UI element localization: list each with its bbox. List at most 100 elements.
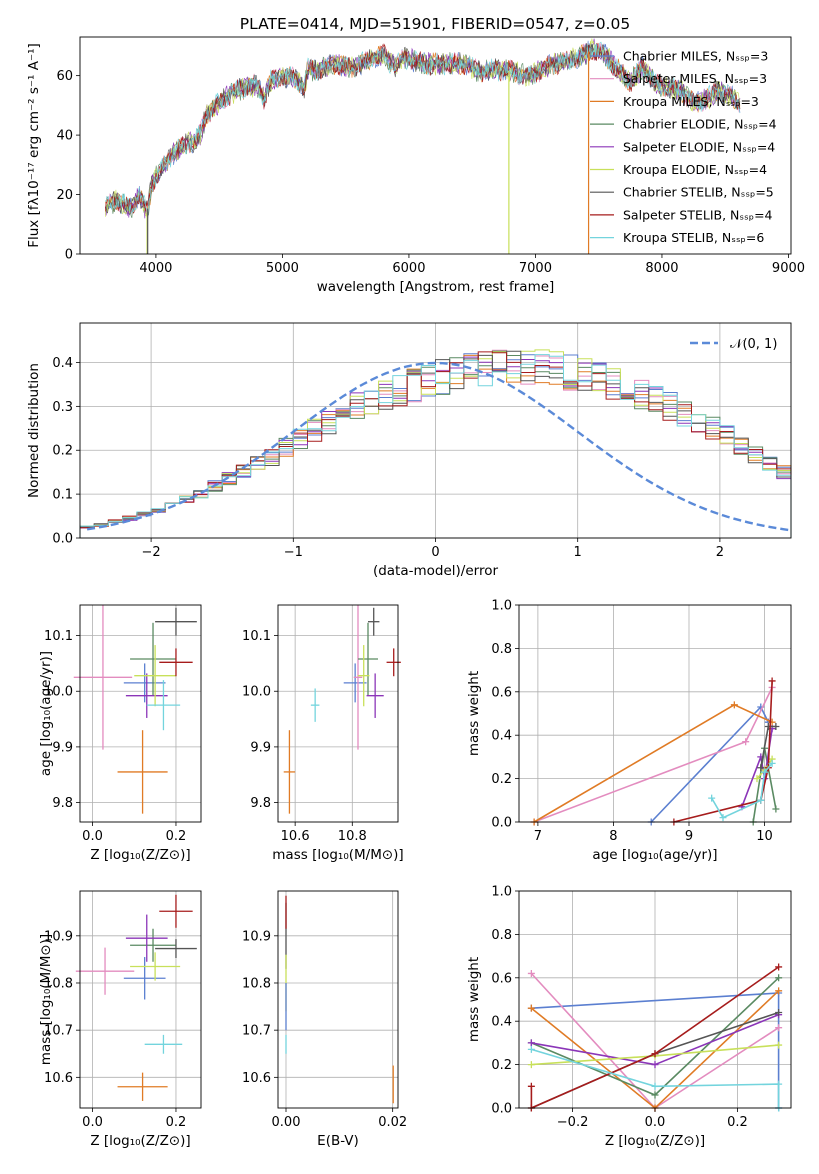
y-tick-label: 0.8 bbox=[491, 642, 512, 657]
legend-entry: Salpeter ELODIE, Nₛₛₚ=4 bbox=[623, 139, 775, 154]
y-tick-label: 9.9 bbox=[250, 740, 271, 755]
x-tick-label: 0.0 bbox=[82, 829, 103, 844]
mass-weight-line-7 bbox=[673, 680, 773, 823]
mass-weight-marker bbox=[772, 723, 780, 731]
y-tick-label: 0.2 bbox=[52, 444, 73, 459]
panel-1: −2 −1 0 1 2 0.0 0.1 0.2 0.3 0.4 (data-model)/error… bbox=[26, 322, 792, 579]
x-tick-label: 10 bbox=[756, 829, 773, 844]
data-point bbox=[366, 673, 384, 718]
legend-entry: Kroupa MILES, Nₛₛₚ=3 bbox=[623, 94, 759, 109]
y-tick-label: 10.8 bbox=[44, 976, 73, 991]
data-point bbox=[353, 605, 363, 750]
x-tick-label: 9 bbox=[685, 829, 693, 844]
data-point bbox=[159, 894, 193, 928]
x-axis-label: Z [log₁₀(Z/Z⊙)] bbox=[90, 1133, 190, 1149]
y-axis-label: age [log₁₀(age/yr)] bbox=[38, 651, 54, 776]
x-tick-label: −2 bbox=[142, 545, 161, 560]
y-axis-label: mass [log₁₀(M/M⊙)] bbox=[38, 934, 54, 1065]
x-tick-label: 4000 bbox=[139, 261, 172, 276]
mass-weight-marker bbox=[527, 1061, 535, 1069]
y-tick-label: 10.1 bbox=[44, 629, 73, 644]
mass-weight-marker bbox=[651, 1050, 659, 1058]
y-tick-label: 9.9 bbox=[52, 740, 73, 755]
data-point bbox=[343, 663, 367, 703]
x-tick-label: 8 bbox=[609, 829, 617, 844]
x-tick-label: 0.02 bbox=[378, 1115, 407, 1130]
x-axis-label: Z [log₁₀(Z/Z⊙)] bbox=[90, 847, 190, 863]
x-tick-label: 2 bbox=[716, 545, 724, 560]
data-point bbox=[125, 914, 168, 962]
panel-5: 0.0 0.2 10.6 10.7 10.8 10.9 Z [log₁₀(Z/Z⊙)] mas… bbox=[38, 890, 202, 1149]
y-tick-label: 0.6 bbox=[491, 971, 512, 986]
data-point bbox=[310, 688, 320, 722]
y-tick-label: 0.3 bbox=[52, 400, 73, 415]
mass-weight-marker bbox=[761, 768, 769, 776]
mass-weight-marker bbox=[775, 987, 783, 995]
y-tick-label: 10.0 bbox=[44, 685, 73, 700]
x-tick-label: 10.8 bbox=[338, 829, 367, 844]
mass-weight-marker bbox=[768, 759, 776, 767]
mass-weight-marker bbox=[775, 1024, 783, 1032]
x-axis-label: (data-model)/error bbox=[373, 563, 499, 579]
mass-weight-marker bbox=[730, 701, 738, 709]
y-tick-label: 10.6 bbox=[44, 1071, 73, 1086]
y-axis-label: mass weight bbox=[466, 671, 482, 756]
x-axis-label: age [log₁₀(age/yr)] bbox=[592, 847, 717, 863]
mass-weight-marker bbox=[757, 796, 765, 804]
x-tick-label: 8000 bbox=[645, 261, 678, 276]
legend-entry: Chabrier MILES, Nₛₛₚ=3 bbox=[623, 49, 768, 64]
axes-frame bbox=[277, 890, 399, 1109]
y-tick-label: 20 bbox=[56, 188, 73, 203]
data-point bbox=[73, 605, 133, 750]
mass-weight-line-7 bbox=[530, 966, 780, 1110]
mass-weight-marker bbox=[527, 1082, 535, 1090]
mass-weight-marker bbox=[753, 775, 761, 783]
data-point bbox=[130, 928, 176, 962]
legend-entry: 𝒩(0, 1) bbox=[730, 337, 777, 352]
y-tick-label: 10.0 bbox=[242, 685, 271, 700]
panel-6: 0.00 0.02 10.6 10.7 10.8 10.9 E(B-V) bbox=[242, 890, 407, 1149]
panel-4: 7 8 9 10 0.0 0.2 0.4 0.6 0.8 1.0 age [log₁₀(age/yr… bbox=[466, 599, 792, 863]
data-point bbox=[75, 947, 135, 995]
x-tick-label: 7000 bbox=[519, 261, 552, 276]
y-tick-label: 1.0 bbox=[491, 599, 512, 614]
y-tick-label: 1.0 bbox=[491, 885, 512, 900]
y-tick-label: 10.6 bbox=[242, 1071, 271, 1086]
mass-weight-marker bbox=[768, 677, 776, 685]
data-point bbox=[155, 607, 197, 636]
mass-weight-marker bbox=[708, 794, 716, 802]
mass-weight-marker bbox=[527, 1004, 535, 1012]
y-tick-label: 60 bbox=[56, 69, 73, 84]
x-axis-label: Z [log₁₀(Z/Z⊙)] bbox=[605, 1133, 705, 1149]
panel-2: 0.0 0.2 9.8 9.9 10.0 10.1 Z [log₁₀(Z/Z⊙)] age [… bbox=[38, 604, 202, 863]
mass-weight-line-8 bbox=[531, 1048, 780, 1108]
mass-weight-marker bbox=[775, 1009, 783, 1017]
y-tick-label: 9.8 bbox=[52, 796, 73, 811]
y-tick-label: 10.1 bbox=[242, 629, 271, 644]
y-tick-label: 0.0 bbox=[491, 1102, 512, 1117]
x-tick-label: 0.2 bbox=[727, 1115, 748, 1130]
data-point bbox=[117, 730, 168, 814]
data-point bbox=[155, 939, 197, 958]
y-tick-label: 0.2 bbox=[491, 772, 512, 787]
y-tick-label: 10.7 bbox=[44, 1024, 73, 1039]
mass-weight-marker bbox=[775, 1041, 783, 1049]
data-point bbox=[358, 645, 370, 707]
axes-frame bbox=[79, 36, 792, 255]
y-tick-label: 0.2 bbox=[491, 1058, 512, 1073]
y-tick-label: 10.9 bbox=[242, 929, 271, 944]
x-tick-label: 0.00 bbox=[272, 1115, 301, 1130]
data-point bbox=[386, 648, 401, 677]
y-tick-label: 0.0 bbox=[491, 816, 512, 831]
y-tick-label: 0.4 bbox=[491, 1015, 512, 1030]
y-tick-label: 0.1 bbox=[52, 488, 73, 503]
x-tick-label: 5000 bbox=[266, 261, 299, 276]
y-tick-label: 10.9 bbox=[44, 929, 73, 944]
x-tick-label: −1 bbox=[284, 545, 303, 560]
data-point bbox=[125, 673, 168, 718]
legend-entry: Chabrier STELIB, Nₛₛₚ=5 bbox=[623, 185, 774, 200]
x-tick-label: 1 bbox=[574, 545, 582, 560]
legend-entry: Kroupa STELIB, Nₛₛₚ=6 bbox=[623, 230, 764, 245]
legend-entry: Chabrier ELODIE, Nₛₛₚ=4 bbox=[623, 117, 777, 132]
